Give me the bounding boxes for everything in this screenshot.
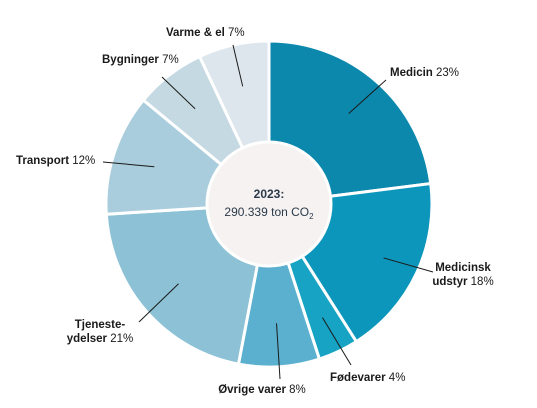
leader-line [276,323,281,380]
slice-label: Bygninger 7% [102,54,179,66]
leader-line [232,44,244,87]
leader-line [161,76,196,110]
slice-label-name: udstyr [432,276,468,288]
slice-label: Medicin 23% [390,67,459,79]
slice-label-name: Medicinsk [435,262,491,274]
center-title: 2023: [254,187,285,201]
leader-line [348,79,387,114]
leader-line [138,283,179,323]
slice-label-name: Bygninger [102,54,159,66]
center-value-text: 290.339 ton CO [224,205,309,219]
slice-label: Tjeneste-ydelser 21% [67,319,134,345]
slice-label-value: 4% [386,372,406,384]
slice-label-value: 7% [225,27,245,39]
center-value-subscript: 2 [309,212,314,221]
leader-line [383,257,434,273]
slice-label-name: Øvrige varer [218,384,286,396]
leader-line [322,317,352,366]
slice-label: Medicinsk udstyr 18% [432,262,493,288]
slice-label-value: 18% [467,276,493,288]
slice-label-value: 21% [107,333,133,345]
leader-lines-layer [102,44,434,380]
slice-label: Transport 12% [16,155,95,167]
slice-label-name: Medicin [390,67,433,79]
slice-label-name: ydelser [67,333,108,345]
center-hole [205,140,333,268]
slice-label-value: 23% [433,67,459,79]
slice-label-name: Varme & el [166,27,225,39]
slice-label-name: Transport [16,155,69,167]
slice-label: Øvrige varer 8% [218,384,306,396]
slice-label: Fødevarer 4% [330,372,405,384]
slice-label-value: 8% [286,384,306,396]
center-label: 2023: 290.339 ton CO2 [224,187,314,221]
slice-label-name: Tjeneste- [75,319,126,331]
labels-layer: Medicin 23% Medicinsk udstyr 18% Fødevarer … [16,27,494,396]
slice-label-value: 12% [69,155,95,167]
slice-label: Varme & el 7% [166,27,245,39]
center-value: 290.339 ton CO2 [224,205,314,221]
slice-label-value: 7% [159,54,179,66]
slice-label-name: Fødevarer [330,372,386,384]
leader-line [102,161,155,168]
